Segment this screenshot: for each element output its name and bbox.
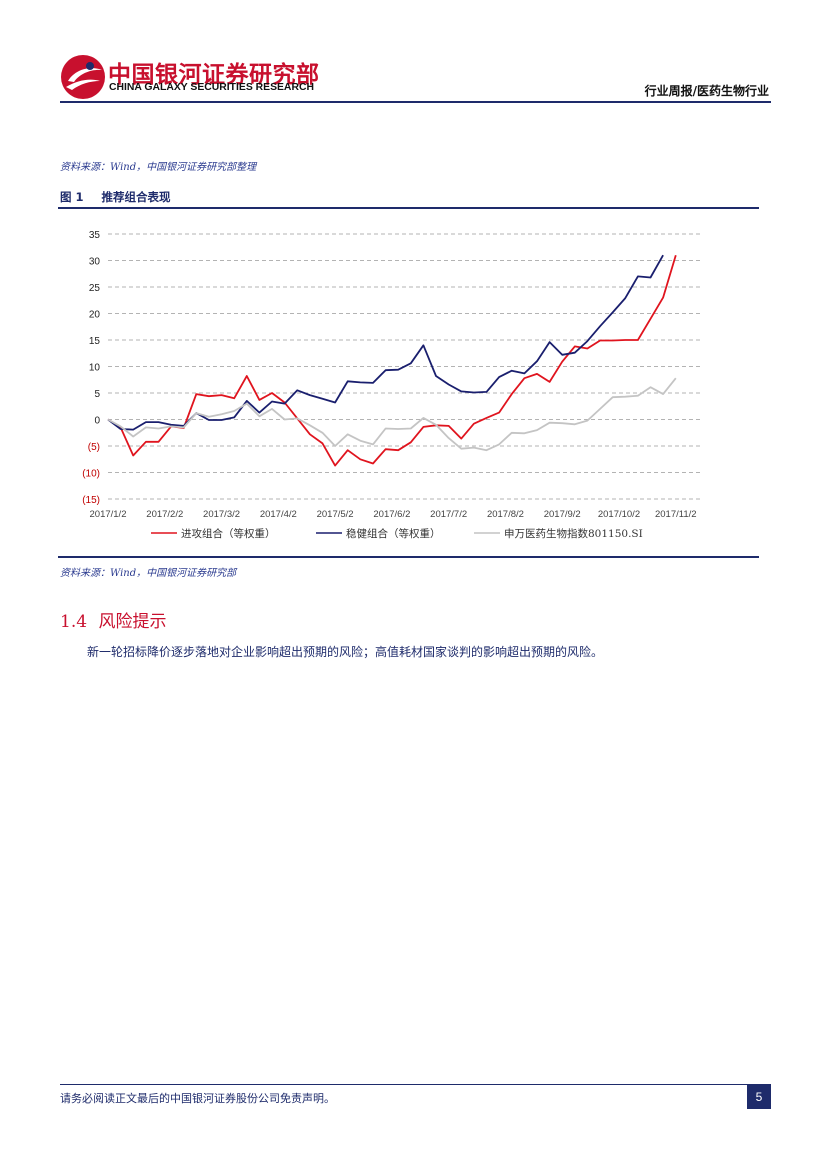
- x-tick-label: 2017/11/2: [655, 509, 697, 520]
- x-tick-label: 2017/8/2: [487, 509, 524, 520]
- section-heading: 1.4 风险提示: [60, 607, 166, 632]
- y-tick-label: 0: [94, 416, 100, 427]
- section-number: 1.4: [60, 612, 88, 632]
- footer-divider: [60, 1084, 771, 1085]
- x-tick-label: 2017/2/2: [146, 509, 183, 520]
- y-tick-label: 25: [89, 283, 101, 294]
- x-tick-label: 2017/6/2: [373, 509, 410, 520]
- figure-title: 推荐组合表现: [101, 190, 171, 204]
- x-tick-label: 2017/7/2: [430, 509, 467, 520]
- series-line: [107, 377, 677, 452]
- y-tick-label: 20: [89, 310, 101, 321]
- source-note-bottom: 资料来源：Wind，中国银河证券研究部: [60, 568, 237, 579]
- x-tick-label: 2017/10/2: [598, 509, 640, 520]
- footer-disclaimer: 请务必阅读正文最后的中国银河证券股份公司免责声明。: [60, 1092, 335, 1105]
- x-tick-label: 2017/4/2: [260, 509, 297, 520]
- x-tick-label: 2017/3/2: [203, 509, 240, 520]
- legend-label: 进攻组合（等权重）: [181, 527, 276, 540]
- brand-name-en: CHINA GALAXY SECURITIES RESEARCH: [109, 82, 314, 93]
- header-divider: [60, 101, 771, 103]
- x-tick-label: 2017/5/2: [317, 509, 354, 520]
- y-tick-label: 30: [89, 257, 101, 268]
- portfolio-performance-chart: 35 30 25 20 15 10 5 0 (5) (10) (15) 2017/1/2 2017/2/…: [82, 230, 701, 540]
- figure-number: 图 1: [60, 190, 84, 204]
- report-type: 行业周报/医药生物行业: [644, 84, 769, 98]
- x-tick-label: 2017/1/2: [90, 509, 127, 520]
- galaxy-logo-icon: [61, 55, 105, 99]
- legend-label: 申万医药生物指数801150.SI: [504, 527, 643, 540]
- y-tick-label: (10): [82, 469, 100, 480]
- section-title: 风险提示: [98, 612, 167, 632]
- legend-label: 稳健组合（等权重）: [346, 527, 441, 540]
- y-tick-label: 5: [94, 389, 100, 400]
- y-tick-label: (5): [88, 442, 100, 453]
- y-tick-label: 10: [89, 363, 101, 374]
- x-tick-label: 2017/9/2: [544, 509, 581, 520]
- source-note-top: 资料来源：Wind，中国银河证券研究部整理: [60, 162, 257, 173]
- series-line: [107, 254, 664, 431]
- risk-paragraph: 新一轮招标降价逐步落地对企业影响超出预期的风险；高值耗材国家谈判的影响超出预期的…: [87, 645, 604, 659]
- y-tick-label: 35: [89, 230, 101, 241]
- page-number: 5: [747, 1085, 771, 1109]
- y-tick-label: 15: [89, 336, 101, 347]
- brand-name-cn: 中国银河证券研究部: [108, 62, 320, 88]
- figure-divider-top: [58, 207, 759, 209]
- figure-divider-bottom: [58, 556, 759, 558]
- figure-caption: 图 1 推荐组合表现: [60, 189, 171, 205]
- y-tick-label: (15): [82, 495, 100, 506]
